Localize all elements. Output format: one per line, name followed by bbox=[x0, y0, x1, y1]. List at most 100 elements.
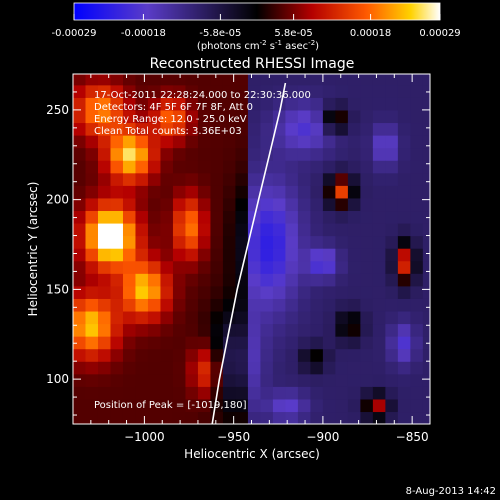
heatmap-cell bbox=[410, 336, 424, 350]
heatmap-cell bbox=[285, 348, 299, 362]
heatmap-cell bbox=[247, 160, 262, 174]
heatmap-cell bbox=[347, 172, 361, 186]
heatmap-cell bbox=[322, 135, 336, 149]
heatmap-cell bbox=[385, 197, 399, 212]
heatmap-cell bbox=[222, 135, 237, 149]
heatmap-cell bbox=[135, 323, 149, 337]
heatmap-cell bbox=[297, 273, 312, 287]
heatmap-cell bbox=[360, 185, 374, 199]
heatmap-cell bbox=[160, 135, 174, 149]
heatmap-cell bbox=[385, 74, 399, 86]
heatmap-cell bbox=[260, 260, 274, 274]
heatmap-cell bbox=[410, 185, 424, 199]
heatmap-cell bbox=[147, 185, 162, 199]
heatmap-cell bbox=[322, 348, 336, 362]
axis-ticks: −1000 −950 −900 −850 100 150 200 250 bbox=[46, 73, 431, 444]
heatmap-cell bbox=[73, 273, 87, 287]
heatmap-cell bbox=[335, 386, 349, 400]
heatmap-cell bbox=[222, 260, 237, 274]
heatmap-cell bbox=[385, 97, 399, 111]
heatmap-cell bbox=[347, 97, 361, 111]
heatmap-cell bbox=[73, 260, 87, 274]
heatmap-cell bbox=[135, 273, 149, 287]
solar-limb-line bbox=[211, 82, 287, 424]
heatmap-cell bbox=[410, 210, 424, 224]
heatmap-cell bbox=[322, 74, 336, 86]
heatmap-cell bbox=[360, 235, 374, 249]
colorbar-tick-label: 0.00018 bbox=[350, 28, 391, 39]
heatmap-cell bbox=[97, 97, 112, 111]
heatmap-cell bbox=[385, 172, 399, 186]
heatmap-cell bbox=[385, 285, 399, 299]
heatmap-cell bbox=[235, 285, 249, 299]
heatmap-cell bbox=[410, 310, 424, 325]
heatmap-cell bbox=[122, 84, 137, 98]
heatmap-cell bbox=[297, 122, 312, 136]
heatmap-cell bbox=[122, 74, 137, 86]
heatmap-cell bbox=[272, 160, 287, 174]
heatmap-cell bbox=[410, 122, 424, 136]
heatmap-cell bbox=[360, 348, 374, 362]
heatmap-cell bbox=[297, 235, 312, 249]
heatmap-cell bbox=[322, 398, 336, 413]
heatmap-cell bbox=[135, 336, 149, 350]
heatmap-cell bbox=[360, 122, 374, 136]
heatmap-cell bbox=[222, 160, 237, 174]
heatmap-cell bbox=[397, 361, 411, 375]
heatmap-cell bbox=[297, 197, 312, 212]
heatmap-cell bbox=[197, 172, 212, 186]
heatmap-cell bbox=[372, 348, 386, 362]
heatmap-cell bbox=[185, 285, 199, 299]
heatmap-cell bbox=[272, 285, 287, 299]
heatmap-cell bbox=[147, 336, 162, 350]
heatmap-cell bbox=[110, 373, 124, 387]
heatmap-cell bbox=[197, 235, 212, 249]
heatmap-cell bbox=[422, 310, 430, 325]
heatmap-cell bbox=[397, 411, 411, 424]
heatmap-cell bbox=[185, 298, 199, 312]
heatmap-cell bbox=[247, 348, 262, 362]
heatmap-cell bbox=[372, 411, 386, 424]
heatmap-cell bbox=[235, 273, 249, 287]
heatmap-cell bbox=[322, 373, 336, 387]
heatmap-cell bbox=[85, 273, 99, 287]
heatmap-cell bbox=[235, 197, 249, 212]
heatmap-cell bbox=[172, 222, 187, 237]
heatmap-cell bbox=[272, 109, 287, 124]
heatmap-cell bbox=[272, 260, 287, 274]
heatmap-cell bbox=[260, 361, 274, 375]
heatmap-cell bbox=[235, 310, 249, 325]
heatmap-cell bbox=[360, 222, 374, 237]
heatmap-cell bbox=[85, 197, 99, 212]
heatmap-cell bbox=[97, 172, 112, 186]
heatmap-cell bbox=[210, 147, 224, 161]
heatmap-cell bbox=[372, 109, 386, 124]
heatmap-cell bbox=[247, 135, 262, 149]
heatmap-cell bbox=[210, 122, 224, 136]
heatmap-cell bbox=[73, 298, 87, 312]
heatmap-cell bbox=[160, 160, 174, 174]
heatmap-cell bbox=[97, 222, 112, 237]
heatmap-cell bbox=[422, 160, 430, 174]
heatmap-cell bbox=[160, 74, 174, 86]
heatmap-cell bbox=[135, 160, 149, 174]
heatmap-cell bbox=[310, 109, 324, 124]
heatmap-cell bbox=[210, 310, 224, 325]
heatmap-cell bbox=[85, 298, 99, 312]
heatmap-cell bbox=[410, 197, 424, 212]
heatmap-cell bbox=[210, 298, 224, 312]
heatmap-cell bbox=[247, 147, 262, 161]
heatmap-cell bbox=[285, 235, 299, 249]
heatmap-cell bbox=[260, 348, 274, 362]
heatmap-cell bbox=[285, 97, 299, 111]
heatmap-cell bbox=[73, 185, 87, 199]
heatmap-cell bbox=[397, 147, 411, 161]
heatmap-cell bbox=[110, 348, 124, 362]
heatmap-cell bbox=[397, 323, 411, 337]
heatmap-cell bbox=[122, 398, 137, 413]
heatmap-cell bbox=[222, 373, 237, 387]
heatmap-cell bbox=[297, 298, 312, 312]
heatmap-cell bbox=[297, 222, 312, 237]
heatmap-cell bbox=[73, 310, 87, 325]
